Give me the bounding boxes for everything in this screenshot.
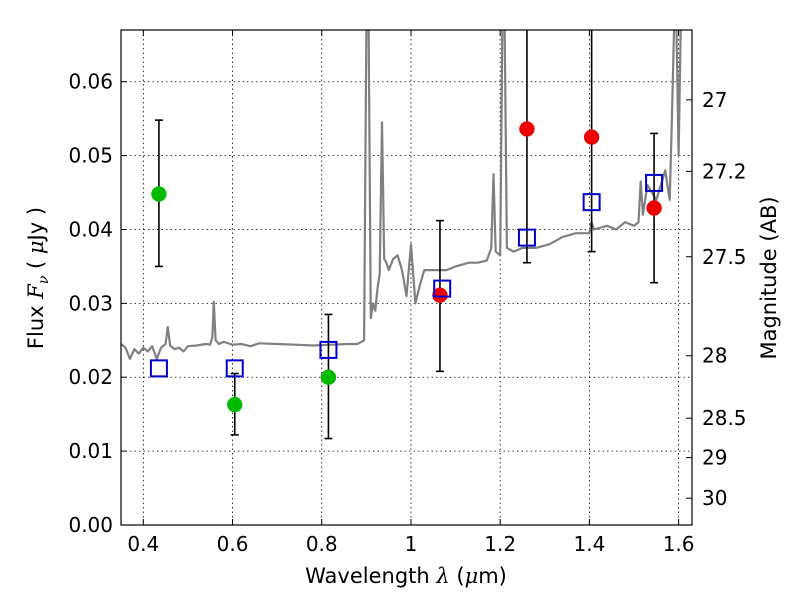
model-square-point: [645, 173, 664, 192]
y2-tick-label: 29: [702, 446, 727, 470]
y2-axis-title: Magnitude (AB): [757, 196, 781, 359]
y2-tick-label: 30: [702, 486, 727, 510]
mu-symbol-y: μ: [24, 240, 48, 254]
data-markers: [149, 121, 664, 413]
y-tick-label: 0.05: [68, 144, 113, 168]
y-axis-title: Flux Fν ( μJy ): [24, 207, 52, 349]
x-tick-label: 0.4: [127, 532, 159, 556]
x-tick-label: 0.8: [306, 532, 338, 556]
grid-lines: [121, 30, 692, 525]
model-square-point: [433, 279, 452, 298]
model-square-point: [517, 228, 536, 247]
y-tick-label: 0.01: [68, 439, 113, 463]
x-axis: 0.4 0.6 0.8 1 1.2 1.4 1.6: [127, 30, 695, 556]
x-axis-title: Wavelength λ (μm): [305, 564, 507, 588]
red-point: [519, 121, 535, 137]
spectrum-line: [121, 30, 682, 360]
spectrum-layer: [121, 30, 682, 360]
y-axis-right: 27 27.2 27.5 28 28.5 29 30: [686, 88, 747, 510]
y-axis-left: 0.00 0.01 0.02 0.03 0.04 0.05 0.06: [68, 70, 127, 537]
y2-tick-label: 28: [702, 344, 727, 368]
model-square-point: [225, 359, 244, 378]
model-square-point: [149, 359, 168, 378]
red-point: [583, 129, 600, 145]
y-tick-label: 0.03: [68, 291, 113, 315]
model-square-point: [582, 193, 601, 212]
y2-tick-label: 27: [702, 88, 727, 112]
y2-tick-label: 27.2: [702, 159, 747, 183]
green-point: [227, 396, 243, 413]
y-tick-label: 0.02: [68, 365, 113, 389]
x-tick-label: 1.4: [573, 532, 605, 556]
lambda-symbol: λ: [435, 564, 449, 588]
y-tick-label: 0.04: [68, 217, 113, 241]
error-bars: [154, 30, 659, 440]
mu-symbol: μ: [465, 564, 479, 588]
y-tick-label: 0.00: [68, 513, 113, 537]
y2-tick-label: 27.5: [702, 245, 747, 269]
y2-tick-label: 28.5: [702, 406, 747, 430]
plot-frame: [120, 29, 693, 526]
red-point: [646, 200, 662, 216]
x-tick-label: 1: [405, 532, 418, 556]
x-tick-label: 1.6: [663, 532, 695, 556]
green-point: [151, 186, 167, 202]
x-tick-label: 0.6: [217, 532, 249, 556]
model-square-point: [319, 340, 338, 359]
green-point: [320, 369, 337, 385]
x-tick-label: 1.2: [484, 532, 516, 556]
nu-subscript: ν: [36, 275, 52, 284]
y-tick-label: 0.06: [68, 70, 113, 94]
flux-symbol: F: [24, 283, 48, 300]
red-point: [432, 287, 448, 303]
